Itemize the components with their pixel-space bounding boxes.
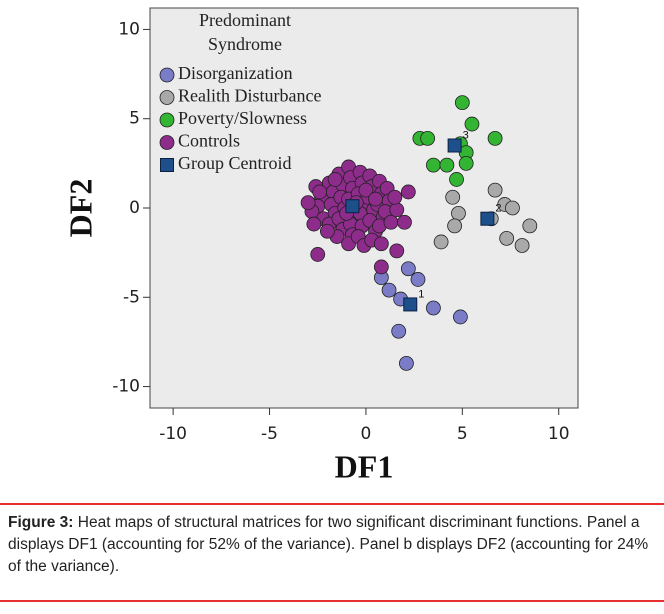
legend-marker <box>159 135 175 150</box>
point <box>373 259 389 275</box>
point <box>480 211 495 226</box>
point-label: 2 <box>495 203 501 215</box>
point <box>445 189 461 205</box>
point <box>319 223 335 239</box>
point <box>391 323 407 339</box>
point <box>452 309 468 325</box>
legend-label: Poverty/Slowness <box>178 108 307 128</box>
y-axis-label: DF2 <box>62 179 98 238</box>
legend-label: Controls <box>178 131 240 151</box>
point <box>387 189 403 205</box>
point-label: 1 <box>418 288 424 300</box>
point <box>451 205 466 221</box>
point <box>505 200 520 216</box>
point <box>389 202 405 218</box>
point <box>399 355 414 371</box>
legend-title: Predominant <box>199 10 291 30</box>
caption: Figure 3: Heat maps of structural matric… <box>8 512 658 578</box>
point <box>400 184 416 200</box>
x-tick-label: 10 <box>548 424 570 444</box>
rule <box>0 600 664 602</box>
point <box>312 184 328 200</box>
point <box>447 138 462 153</box>
caption-label: Figure 3: <box>8 514 74 531</box>
y-tick-label: 5 <box>129 109 140 129</box>
point <box>487 130 503 146</box>
legend-marker <box>160 158 174 172</box>
y-tick-label: -5 <box>123 287 140 307</box>
point-label: 3 <box>463 129 469 141</box>
point <box>447 218 463 234</box>
point <box>358 182 374 198</box>
point <box>420 130 436 146</box>
legend-label: Disorganization <box>178 63 293 83</box>
chart: DF1 DF2 -10 -5 0 5 10 10 5 0 -5 -10 1 2 3 Predominant… <box>62 7 579 484</box>
point <box>373 236 389 252</box>
caption-text: Heat maps of structural matrices for two… <box>8 514 649 575</box>
point <box>426 300 441 316</box>
point <box>403 297 418 312</box>
point <box>439 157 455 173</box>
point <box>514 238 530 253</box>
y-tick-label: 10 <box>118 19 140 39</box>
point <box>464 116 480 132</box>
legend-label: Realith Disturbance <box>178 86 321 106</box>
point <box>433 234 449 250</box>
point <box>522 218 538 234</box>
legend-marker <box>159 90 175 105</box>
y-tick-label: -10 <box>112 377 140 397</box>
point <box>327 172 343 187</box>
point <box>400 261 416 277</box>
point <box>389 243 405 259</box>
legend-marker <box>159 112 175 128</box>
point <box>454 95 470 111</box>
legend-label: Group Centroid <box>178 153 291 173</box>
point <box>300 195 316 211</box>
point <box>381 282 397 298</box>
rule <box>0 503 664 505</box>
point <box>306 216 322 232</box>
legend-marker <box>159 67 175 83</box>
x-tick-label: 0 <box>361 424 372 444</box>
point <box>449 172 464 187</box>
point <box>397 214 412 230</box>
legend-title: Syndrome <box>208 34 282 54</box>
y-tick-label: 0 <box>129 198 140 218</box>
point <box>368 191 383 207</box>
point <box>410 272 426 287</box>
point <box>383 214 399 230</box>
point <box>345 199 360 214</box>
x-axis-label: DF1 <box>335 448 394 484</box>
point <box>499 230 515 246</box>
x-tick-label: -5 <box>261 424 278 444</box>
point <box>487 182 503 198</box>
x-tick-label: -10 <box>159 424 187 444</box>
point <box>458 155 474 171</box>
x-tick-label: 5 <box>457 424 468 444</box>
point <box>310 247 326 262</box>
point <box>426 157 441 173</box>
